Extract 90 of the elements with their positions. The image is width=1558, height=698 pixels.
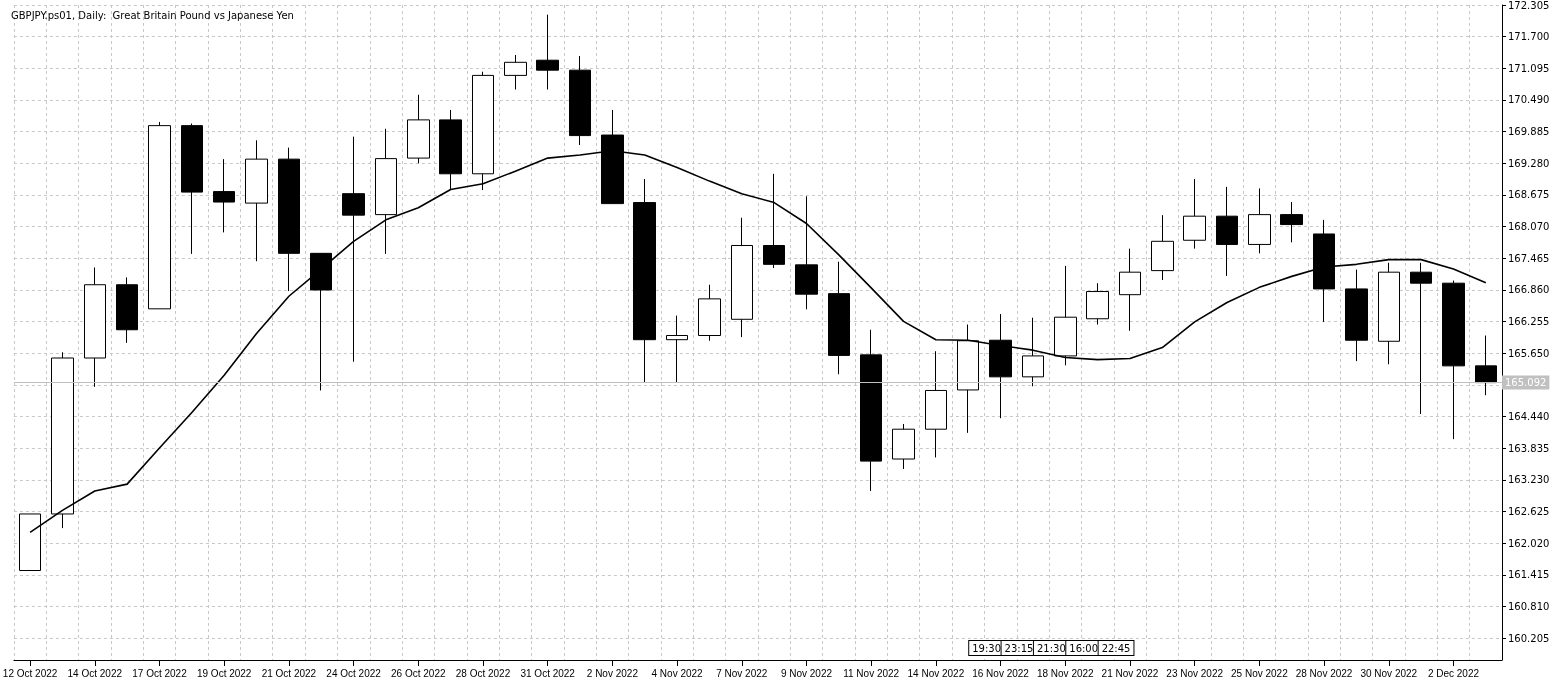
candlestick — [1345, 269, 1368, 362]
candlestick — [310, 252, 332, 391]
candlestick — [828, 261, 850, 375]
candlestick — [795, 195, 818, 310]
x-tick-label: 19 Oct 2022 — [196, 667, 252, 679]
candlestick — [1022, 317, 1044, 387]
x-tick-label: 14 Nov 2022 — [907, 667, 965, 679]
annotation: 23:15 — [1004, 642, 1034, 654]
x-tick-label: 26 Oct 2022 — [391, 667, 446, 679]
y-tick-label: 162.020 — [1508, 537, 1550, 549]
x-tick-label: 23 Nov 2022 — [1166, 667, 1224, 679]
x-tick-label: 16 Nov 2022 — [972, 667, 1030, 679]
x-tick-label: 25 Nov 2022 — [1231, 667, 1289, 679]
x-tick-label: 4 Nov 2022 — [651, 667, 704, 679]
y-tick-label: 168.070 — [1508, 221, 1550, 233]
candlestick — [1378, 262, 1400, 365]
candlestick — [1119, 248, 1141, 332]
x-tick-label: 21 Nov 2022 — [1101, 667, 1159, 679]
x-tick-label: 30 Nov 2022 — [1360, 667, 1418, 679]
candlestick — [148, 121, 171, 310]
y-tick-label: 166.255 — [1508, 316, 1550, 328]
annotation: 21:30 — [1036, 642, 1066, 654]
candlestick — [1086, 282, 1109, 326]
y-tick-label: 169.885 — [1508, 126, 1550, 138]
candlestick — [51, 351, 74, 529]
y-tick-label: 171.700 — [1508, 31, 1550, 43]
x-tick-label: 21 Oct 2022 — [261, 667, 317, 679]
candlestick — [1248, 187, 1271, 254]
candlestick — [1183, 178, 1206, 250]
candlestick — [666, 315, 688, 384]
chart-title: GBPJPY.ps01, Daily: Great Britain Pound vs Japanese Yen — [11, 9, 294, 21]
candlestick — [1280, 201, 1303, 243]
x-tick-label: 2 Dec 2022 — [1427, 667, 1480, 679]
candlestick — [1313, 219, 1335, 323]
candlestick — [633, 178, 656, 384]
y-tick-label: 162.625 — [1508, 506, 1550, 518]
candlestick — [1151, 214, 1174, 281]
x-tick-label: 17 Oct 2022 — [132, 667, 188, 679]
candlestick — [957, 324, 979, 434]
candlestick — [989, 313, 1012, 419]
y-tick-label: 166.860 — [1508, 284, 1550, 296]
candlestick — [698, 284, 721, 342]
x-tick-label: 7 Nov 2022 — [716, 667, 768, 679]
candlestick — [1054, 265, 1077, 366]
x-tick-label: 2 Nov 2022 — [586, 667, 639, 679]
annotation: 22:45 — [1101, 642, 1131, 654]
candlestick — [731, 217, 753, 338]
annotation: 19:30 — [972, 642, 1002, 654]
candlestick — [892, 423, 915, 470]
candlestick — [213, 158, 235, 233]
ref-line-label: 165.092 — [1505, 377, 1547, 389]
x-tick-label: 12 Oct 2022 — [2, 667, 58, 679]
x-tick-label: 18 Nov 2022 — [1036, 667, 1095, 679]
x-tick-label: 28 Oct 2022 — [455, 667, 511, 679]
y-tick-label: 172.305 — [1508, 0, 1550, 11]
candlestick — [181, 123, 203, 255]
candlestick — [1216, 186, 1238, 277]
candlestick — [116, 276, 138, 344]
y-tick-label: 168.675 — [1508, 189, 1550, 201]
x-tick-label: 31 Oct 2022 — [520, 667, 576, 679]
y-tick-label: 160.810 — [1508, 601, 1550, 613]
y-tick-label: 165.650 — [1508, 347, 1550, 359]
candlestick — [536, 14, 559, 91]
candlestick — [504, 54, 527, 91]
candlestick — [84, 266, 106, 388]
candlestick — [407, 94, 430, 164]
candlestick — [278, 147, 300, 292]
y-tick-label: 160.205 — [1508, 632, 1550, 644]
candlestick — [245, 139, 268, 262]
x-tick-label: 11 Nov 2022 — [843, 667, 900, 679]
candlestick — [763, 173, 785, 269]
candlestick — [1442, 280, 1465, 440]
x-tick-label: 14 Oct 2022 — [67, 667, 123, 679]
y-tick-label: 163.230 — [1508, 474, 1550, 486]
y-tick-label: 161.415 — [1508, 569, 1550, 581]
y-tick-label: 167.465 — [1508, 252, 1550, 264]
candlestick — [569, 55, 591, 146]
x-tick-label: 9 Nov 2022 — [780, 667, 833, 679]
candlestick — [1475, 335, 1497, 396]
x-tick-label: 24 Oct 2022 — [326, 667, 382, 679]
y-tick-label: 164.440 — [1508, 411, 1550, 423]
candlestick — [860, 329, 882, 492]
candlestick — [925, 350, 947, 458]
y-tick-label: 171.095 — [1508, 62, 1550, 74]
x-tick-label: 28 Nov 2022 — [1295, 667, 1353, 679]
y-tick-label: 163.835 — [1508, 442, 1550, 454]
y-tick-label: 169.280 — [1508, 157, 1550, 169]
annotation: 16:00 — [1069, 642, 1099, 654]
y-tick-label: 170.490 — [1508, 94, 1550, 106]
candlestick — [1410, 262, 1432, 415]
